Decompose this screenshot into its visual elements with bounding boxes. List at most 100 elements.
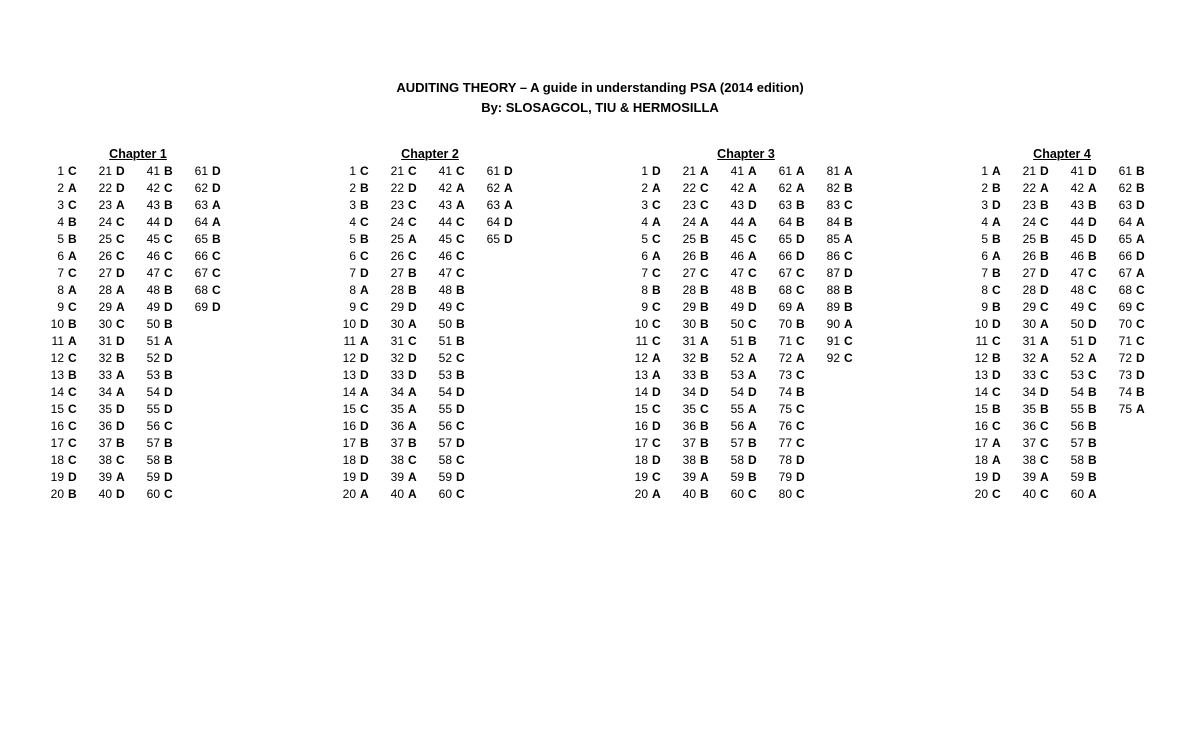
answer-row: 65B bbox=[190, 231, 230, 248]
question-number: 54 bbox=[1066, 384, 1088, 401]
question-number: 26 bbox=[1018, 248, 1040, 265]
answer-letter: C bbox=[796, 418, 814, 435]
answer-row: 61D bbox=[482, 163, 522, 180]
question-number: 23 bbox=[386, 197, 408, 214]
header: AUDITING THEORY – A guide in understandi… bbox=[0, 0, 1200, 147]
answer-letter: C bbox=[992, 333, 1010, 350]
answer-row: 69D bbox=[190, 299, 230, 316]
question-number: 87 bbox=[822, 265, 844, 282]
question-number: 69 bbox=[190, 299, 212, 316]
answer-letter: B bbox=[164, 163, 182, 180]
question-number: 41 bbox=[142, 163, 164, 180]
answer-letter: C bbox=[456, 163, 474, 180]
answer-row: 74B bbox=[1114, 384, 1154, 401]
question-number: 25 bbox=[678, 231, 700, 248]
answer-column: 61B62B63D64A65A66D67A68C69C70C71C72D73D7… bbox=[1114, 163, 1154, 503]
answer-letter: A bbox=[408, 469, 426, 486]
answer-row: 12A bbox=[630, 350, 670, 367]
answer-letter: C bbox=[844, 333, 862, 350]
question-number: 30 bbox=[1018, 316, 1040, 333]
question-number: 43 bbox=[434, 197, 456, 214]
answer-row: 4C bbox=[338, 214, 378, 231]
question-number: 56 bbox=[434, 418, 456, 435]
answer-row: 9C bbox=[338, 299, 378, 316]
answer-letter: A bbox=[652, 367, 670, 384]
answer-letter: B bbox=[360, 231, 378, 248]
answer-letter: C bbox=[748, 265, 766, 282]
answer-row: 4A bbox=[970, 214, 1010, 231]
question-number: 79 bbox=[774, 469, 796, 486]
answer-letter: B bbox=[1040, 248, 1058, 265]
question-number: 25 bbox=[386, 231, 408, 248]
answer-row: 56A bbox=[726, 418, 766, 435]
question-number: 21 bbox=[678, 163, 700, 180]
answer-letter: D bbox=[652, 163, 670, 180]
title-line-1: AUDITING THEORY – A guide in understandi… bbox=[0, 78, 1200, 98]
answer-row: 19D bbox=[338, 469, 378, 486]
question-number: 41 bbox=[434, 163, 456, 180]
answer-letter: A bbox=[700, 214, 718, 231]
question-number: 8 bbox=[46, 282, 68, 299]
answer-row: 68C bbox=[1114, 282, 1154, 299]
answer-letter: B bbox=[456, 282, 474, 299]
answer-letter: B bbox=[844, 299, 862, 316]
answer-letter: D bbox=[408, 180, 426, 197]
answer-letter: B bbox=[360, 180, 378, 197]
answer-letter: A bbox=[1136, 265, 1154, 282]
answer-letter: C bbox=[992, 384, 1010, 401]
question-number: 69 bbox=[1114, 299, 1136, 316]
answer-letter: C bbox=[408, 163, 426, 180]
question-number: 47 bbox=[142, 265, 164, 282]
question-number: 45 bbox=[142, 231, 164, 248]
answer-letter: B bbox=[796, 214, 814, 231]
answer-letter: C bbox=[652, 316, 670, 333]
answer-letter: D bbox=[504, 214, 522, 231]
answer-row: 20C bbox=[970, 486, 1010, 503]
question-number: 74 bbox=[1114, 384, 1136, 401]
question-number: 19 bbox=[630, 469, 652, 486]
question-number: 42 bbox=[1066, 180, 1088, 197]
question-number: 3 bbox=[46, 197, 68, 214]
question-number: 56 bbox=[726, 418, 748, 435]
answer-letter: B bbox=[796, 197, 814, 214]
answer-letter: D bbox=[992, 367, 1010, 384]
answer-row: 34A bbox=[386, 384, 426, 401]
question-number: 36 bbox=[678, 418, 700, 435]
question-number: 43 bbox=[1066, 197, 1088, 214]
answer-letter: D bbox=[652, 384, 670, 401]
answer-letter: D bbox=[796, 469, 814, 486]
question-number: 11 bbox=[970, 333, 992, 350]
question-number: 22 bbox=[386, 180, 408, 197]
answer-letter: D bbox=[1088, 214, 1106, 231]
question-number: 3 bbox=[970, 197, 992, 214]
answer-row: 12D bbox=[338, 350, 378, 367]
question-number: 63 bbox=[190, 197, 212, 214]
answer-row: 51D bbox=[1066, 333, 1106, 350]
answer-row: 18A bbox=[970, 452, 1010, 469]
question-number: 44 bbox=[142, 214, 164, 231]
answer-row: 54D bbox=[142, 384, 182, 401]
answer-letter: C bbox=[652, 231, 670, 248]
answer-letter: C bbox=[1088, 299, 1106, 316]
answer-row: 35B bbox=[1018, 401, 1058, 418]
answer-row: 33C bbox=[1018, 367, 1058, 384]
answer-row: 20A bbox=[338, 486, 378, 503]
question-number: 33 bbox=[94, 367, 116, 384]
question-number: 31 bbox=[386, 333, 408, 350]
answer-row: 52C bbox=[434, 350, 474, 367]
answer-letter: C bbox=[700, 265, 718, 282]
question-number: 63 bbox=[482, 197, 504, 214]
question-number: 84 bbox=[822, 214, 844, 231]
chapter-columns: 1D2A3C4A5C6A7C8B9C10C11C12A13A14D15C16D1… bbox=[630, 163, 862, 503]
question-number: 52 bbox=[1066, 350, 1088, 367]
answer-letter: B bbox=[700, 452, 718, 469]
answer-letter: D bbox=[360, 367, 378, 384]
answer-row: 28B bbox=[386, 282, 426, 299]
answer-letter: A bbox=[408, 384, 426, 401]
answer-row: 58D bbox=[726, 452, 766, 469]
answer-row: 6A bbox=[46, 248, 86, 265]
question-number: 47 bbox=[434, 265, 456, 282]
question-number: 2 bbox=[970, 180, 992, 197]
question-number: 58 bbox=[1066, 452, 1088, 469]
answer-letter: A bbox=[68, 282, 86, 299]
